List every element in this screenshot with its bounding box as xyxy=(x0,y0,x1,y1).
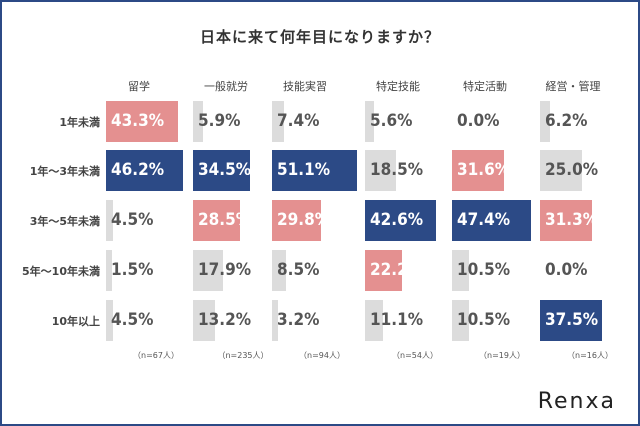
bar xyxy=(452,150,505,191)
value-label: 42.6% xyxy=(370,210,424,230)
bar xyxy=(106,101,178,142)
chart-title: 日本に来て何年目になりますか？ xyxy=(199,28,440,46)
sample-size: （n=67人） xyxy=(133,351,179,360)
value-label: 17.9% xyxy=(198,260,252,280)
bar xyxy=(193,200,241,241)
sample-size: （n=235人） xyxy=(217,351,269,360)
value-label: 47.4% xyxy=(457,210,511,230)
bar xyxy=(272,300,278,341)
value-label: 5.9% xyxy=(198,111,241,131)
value-label: 3.2% xyxy=(277,310,320,330)
sample-size: （n=54人） xyxy=(392,351,438,360)
bar xyxy=(540,200,592,241)
value-label: 10.5% xyxy=(457,260,511,280)
bar xyxy=(106,150,183,191)
bar xyxy=(540,300,603,341)
bar xyxy=(365,250,402,291)
column-header: 経営・管理 xyxy=(545,80,601,93)
column-header: 特定技能 xyxy=(376,80,420,93)
value-label: 31.3% xyxy=(545,210,599,230)
value-label: 46.2% xyxy=(111,160,165,180)
value-label: 4.5% xyxy=(111,210,154,230)
column-header: 一般就労 xyxy=(204,80,248,93)
row-label: 1年～3年未満 xyxy=(29,165,100,178)
sample-size: （n=19人） xyxy=(479,351,525,360)
bar xyxy=(272,250,287,291)
bar xyxy=(365,150,396,191)
value-label: 28.5% xyxy=(198,210,252,230)
row-label: 3年～5年未満 xyxy=(29,215,100,228)
value-label: 0.0% xyxy=(545,260,588,280)
column-header: 留学 xyxy=(128,80,150,93)
bar xyxy=(540,101,551,142)
bar xyxy=(272,101,285,142)
value-label: 10.5% xyxy=(457,310,511,330)
value-label: 4.5% xyxy=(111,310,154,330)
bar xyxy=(106,250,112,291)
bar xyxy=(193,250,223,291)
value-label: 5.6% xyxy=(370,111,413,131)
row-label: 5年～10年未満 xyxy=(22,265,100,278)
bar xyxy=(272,200,322,241)
bar xyxy=(452,200,531,241)
column-header: 技能実習 xyxy=(283,80,327,93)
value-label: 13.2% xyxy=(198,310,252,330)
bar xyxy=(452,300,470,341)
bar xyxy=(365,200,436,241)
value-label: 7.4% xyxy=(277,111,320,131)
value-label: 6.2% xyxy=(545,111,588,131)
column-header: 特定活動 xyxy=(463,80,507,93)
sample-size: （n=94人） xyxy=(299,351,345,360)
bar xyxy=(106,300,114,341)
value-label: 11.1% xyxy=(370,310,424,330)
renxa-logo: Renxa xyxy=(537,389,616,414)
bar xyxy=(193,300,215,341)
value-label: 31.6% xyxy=(457,160,511,180)
value-label: 18.5% xyxy=(370,160,424,180)
value-label: 43.3% xyxy=(111,111,165,131)
row-label: 10年以上 xyxy=(51,315,100,328)
bar xyxy=(272,150,357,191)
row-label: 1年未満 xyxy=(59,116,100,129)
value-label: 1.5% xyxy=(111,260,154,280)
bar xyxy=(452,250,470,291)
bar xyxy=(193,150,251,191)
value-label: 22.2% xyxy=(370,260,424,280)
value-label: 29.8% xyxy=(277,210,331,230)
bar xyxy=(106,200,114,241)
value-label: 0.0% xyxy=(457,111,500,131)
value-label: 34.5% xyxy=(198,160,252,180)
value-label: 37.5% xyxy=(545,310,599,330)
sample-size: （n=16人） xyxy=(567,351,613,360)
value-label: 51.1% xyxy=(277,160,331,180)
bar xyxy=(540,150,582,191)
bar xyxy=(193,101,203,142)
bar xyxy=(365,300,384,341)
value-label: 25.0% xyxy=(545,160,599,180)
bar xyxy=(365,101,375,142)
value-label: 8.5% xyxy=(277,260,320,280)
